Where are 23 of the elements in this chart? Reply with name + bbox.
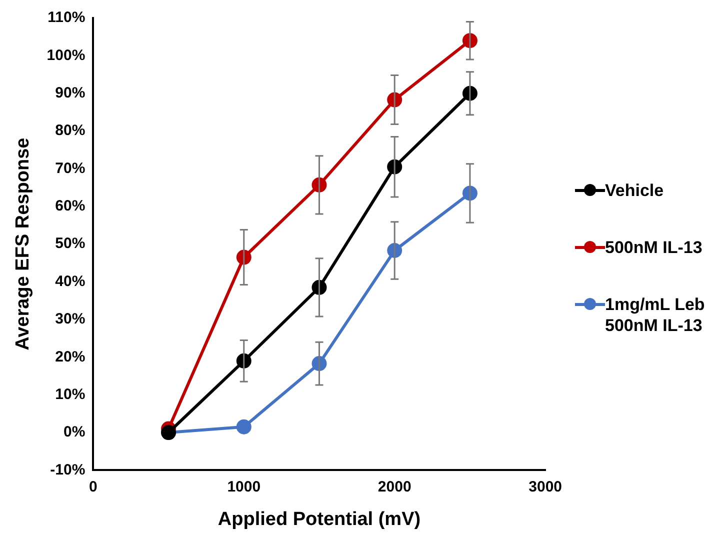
x-axis-title: Applied Potential (mV) bbox=[218, 508, 421, 530]
point bbox=[236, 419, 252, 434]
y-tick-label: 80% bbox=[55, 122, 86, 140]
y-tick-label: 20% bbox=[55, 348, 86, 366]
y-tick-label: 40% bbox=[55, 272, 86, 290]
y-tick-label: 100% bbox=[46, 46, 86, 64]
legend-label: Vehicle bbox=[605, 180, 665, 201]
y-axis-title: Average EFS Response bbox=[12, 138, 34, 350]
y-tick-label: 90% bbox=[55, 84, 86, 102]
legend-label: 500nM IL-13 bbox=[605, 237, 704, 258]
y-tick-label: 110% bbox=[48, 9, 86, 26]
y-tick-label: 30% bbox=[55, 310, 86, 328]
x-tick-label: 0 bbox=[88, 478, 98, 496]
y-tick-label: 70% bbox=[55, 160, 86, 177]
legend-label: 1mg/mL Leb 500nM IL-13 bbox=[605, 294, 706, 336]
y-tick-label: 0% bbox=[63, 424, 86, 441]
y-tick-label: 50% bbox=[55, 235, 86, 252]
y-tick-label: -10% bbox=[50, 461, 86, 478]
x-tick-label: 1000 bbox=[227, 478, 261, 496]
x-tick-label: 3000 bbox=[528, 478, 562, 496]
y-tick-label: 60% bbox=[55, 198, 86, 215]
y-tick-label: 10% bbox=[55, 386, 86, 403]
x-tick-label: 2000 bbox=[378, 478, 412, 496]
